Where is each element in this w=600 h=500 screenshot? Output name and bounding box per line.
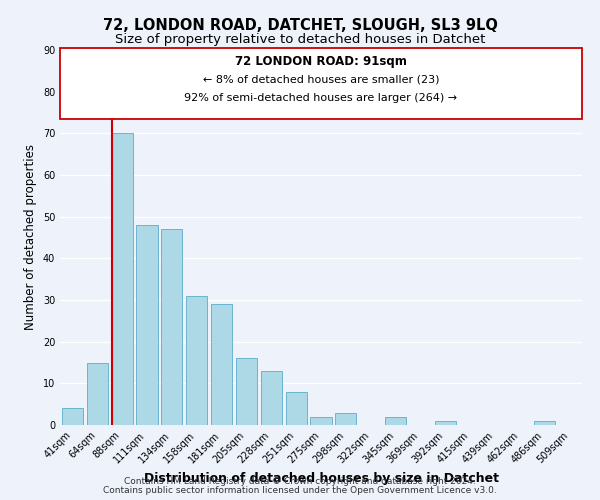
Bar	[186, 296, 207, 425]
FancyBboxPatch shape	[60, 48, 582, 118]
Bar	[261, 371, 282, 425]
Text: 72 LONDON ROAD: 91sqm: 72 LONDON ROAD: 91sqm	[235, 55, 407, 68]
Text: ← 8% of detached houses are smaller (23): ← 8% of detached houses are smaller (23)	[203, 75, 439, 85]
Bar	[87, 362, 108, 425]
X-axis label: Distribution of detached houses by size in Datchet: Distribution of detached houses by size …	[143, 472, 499, 485]
Text: 72, LONDON ROAD, DATCHET, SLOUGH, SL3 9LQ: 72, LONDON ROAD, DATCHET, SLOUGH, SL3 9L…	[103, 18, 497, 32]
Bar	[286, 392, 307, 425]
Y-axis label: Number of detached properties: Number of detached properties	[24, 144, 37, 330]
Text: Contains public sector information licensed under the Open Government Licence v3: Contains public sector information licen…	[103, 486, 497, 495]
Text: Size of property relative to detached houses in Datchet: Size of property relative to detached ho…	[115, 32, 485, 46]
Bar	[136, 225, 158, 425]
Bar	[534, 421, 555, 425]
Bar	[435, 421, 456, 425]
Bar	[62, 408, 83, 425]
Bar	[310, 416, 332, 425]
Bar	[335, 412, 356, 425]
Bar	[385, 416, 406, 425]
Text: Contains HM Land Registry data © Crown copyright and database right 2024.: Contains HM Land Registry data © Crown c…	[124, 477, 476, 486]
Bar	[236, 358, 257, 425]
Bar	[211, 304, 232, 425]
Bar	[112, 134, 133, 425]
Bar	[161, 229, 182, 425]
Text: 92% of semi-detached houses are larger (264) →: 92% of semi-detached houses are larger (…	[184, 93, 458, 103]
